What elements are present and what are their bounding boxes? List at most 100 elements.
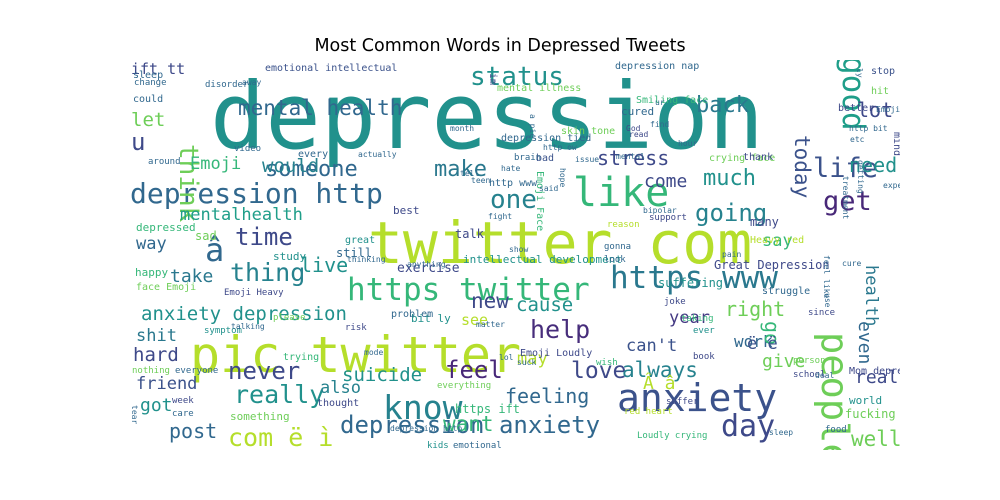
cloud-word-away: away — [242, 78, 261, 87]
cloud-word-suck: suck — [517, 358, 536, 367]
cloud-word-glyph: Â â — [643, 372, 676, 394]
cloud-word-getting: getting — [856, 160, 865, 194]
cloud-word-much: much — [703, 166, 756, 191]
cloud-word-kids: kids — [427, 441, 449, 450]
cloud-word-back: back — [696, 93, 749, 118]
cloud-word-pain: pain — [722, 250, 741, 259]
cloud-word-status: status — [470, 62, 564, 92]
cloud-word-bit-ly: bit ly — [411, 312, 451, 325]
chart-title: Most Common Words in Depressed Tweets — [314, 36, 686, 56]
cloud-word-actually: actually — [358, 150, 397, 159]
cloud-word-emoji-loudly: Emoji Loudly — [520, 348, 592, 359]
cloud-word-thing: thing — [230, 258, 305, 287]
cloud-word-find: find — [650, 120, 669, 129]
cloud-word-help: help — [530, 315, 590, 344]
cloud-word-people: people — [813, 332, 856, 450]
cloud-word-way: way — [136, 234, 167, 254]
cloud-word-com: com ë ì — [228, 423, 333, 450]
cloud-word-depressed: depressed — [136, 221, 196, 234]
cloud-word-take: take — [170, 266, 213, 287]
cloud-word-show: show — [509, 245, 528, 254]
cloud-word-u: u — [131, 128, 145, 156]
cloud-word-depression: depression — [210, 63, 764, 170]
cloud-word-food: food — [825, 425, 847, 435]
cloud-word-come: come — [644, 171, 687, 192]
cloud-word-https-www: https www — [610, 260, 778, 296]
cloud-word-ift-tt: ift tt — [131, 60, 185, 78]
cloud-word-year: year — [669, 308, 710, 328]
cloud-word-gonna: gonna — [604, 242, 631, 252]
cloud-word-need: need — [849, 153, 897, 177]
cloud-word-could: could — [133, 94, 163, 105]
cloud-word-hour: hour — [678, 139, 697, 148]
cloud-word-many: many — [750, 215, 779, 229]
cloud-word-support: support — [649, 213, 687, 223]
cloud-word-experience: experience — [883, 181, 900, 190]
cloud-word-fight: fight — [488, 212, 512, 221]
cloud-word-red-heart: red heart — [624, 407, 673, 417]
cloud-word-best: best — [393, 204, 420, 217]
cloud-word-feel-like: feel like — [822, 255, 831, 299]
cloud-word-new: new — [471, 289, 509, 313]
cloud-word-issue: issue — [575, 155, 599, 164]
cloud-word-anything: anything — [407, 260, 446, 269]
cloud-word-disorder: disorder — [205, 80, 249, 90]
cloud-word-depression-http: depression http — [130, 177, 383, 210]
cloud-word-deal: deal — [815, 371, 834, 380]
cloud-word-stress: stress — [597, 146, 669, 170]
cloud-word-matter: matter — [476, 320, 505, 329]
cloud-word-cause: cause — [516, 294, 573, 316]
cloud-word-mentalhealth: mentalhealth — [180, 205, 303, 225]
cloud-word-http-www: http www — [489, 178, 538, 189]
cloud-word-even: even — [854, 321, 875, 364]
cloud-word-thank: thank — [743, 152, 773, 163]
cloud-word-taking: taking — [681, 314, 714, 324]
cloud-word-trying: trying — [283, 352, 319, 363]
cloud-word-struggle: struggle — [762, 286, 810, 297]
cloud-word-go: go — [760, 321, 784, 345]
cloud-word-see: see — [461, 311, 488, 329]
cloud-word-use: use — [823, 293, 832, 308]
cloud-word-look: look — [604, 255, 626, 265]
cloud-word-exercise: exercise — [397, 261, 460, 276]
cloud-word-love: love — [571, 358, 626, 384]
cloud-word-problem: problem — [391, 309, 433, 320]
cloud-word-sleep: sleep — [769, 428, 793, 437]
cloud-word-treatment: treatment — [841, 176, 850, 220]
cloud-word-emoji: Emoji — [190, 154, 241, 174]
cloud-word-shit: shit — [136, 326, 177, 346]
cloud-word-always: always — [622, 358, 698, 382]
cloud-word-a-pic: a pic — [528, 114, 537, 138]
cloud-word-thinking: thinking — [347, 255, 386, 264]
cloud-word-know: know — [383, 388, 463, 427]
cloud-word-emoji-smiling: Emoji Smiling — [876, 105, 900, 114]
cloud-word-study: study — [273, 250, 306, 263]
cloud-word-fucking: fucking — [845, 407, 896, 421]
cloud-word-feel: feel — [445, 356, 503, 384]
cloud-word-https-ift: https ift — [455, 402, 520, 416]
cloud-word-thought: thought — [317, 398, 359, 409]
cloud-word-give: give — [762, 351, 805, 372]
cloud-word-something: something — [230, 410, 290, 423]
cloud-word-live: live — [300, 253, 348, 277]
cloud-word-person: person — [793, 356, 826, 366]
cloud-word-every: every — [298, 149, 328, 160]
cloud-word-real: real — [855, 367, 898, 388]
cloud-word-happy: happy — [135, 266, 168, 279]
cloud-word-mom-depression: Mom depression — [849, 366, 900, 377]
cloud-word-change: change — [134, 78, 167, 88]
cloud-word-brain: brain — [514, 153, 541, 163]
cloud-word-like: like — [573, 170, 669, 216]
cloud-word-twitter-com: twitter com — [368, 209, 752, 277]
cloud-word-someone: someone — [265, 157, 358, 182]
cloud-word-intellectual-development: intellectual development — [463, 253, 622, 266]
word-cloud: depression twitter com pic twitter anxiety h… — [125, 60, 900, 450]
cloud-word-want: want — [443, 412, 494, 436]
cloud-word-work: work — [734, 332, 773, 351]
cloud-word-http-bit: http bit — [849, 124, 888, 133]
cloud-word-let: let — [131, 109, 165, 131]
cloud-word-sleep: sleep — [133, 70, 163, 81]
cloud-word-would: would — [262, 155, 319, 177]
cloud-word-may: may — [517, 349, 548, 369]
cloud-word-joke: joke — [664, 297, 686, 307]
